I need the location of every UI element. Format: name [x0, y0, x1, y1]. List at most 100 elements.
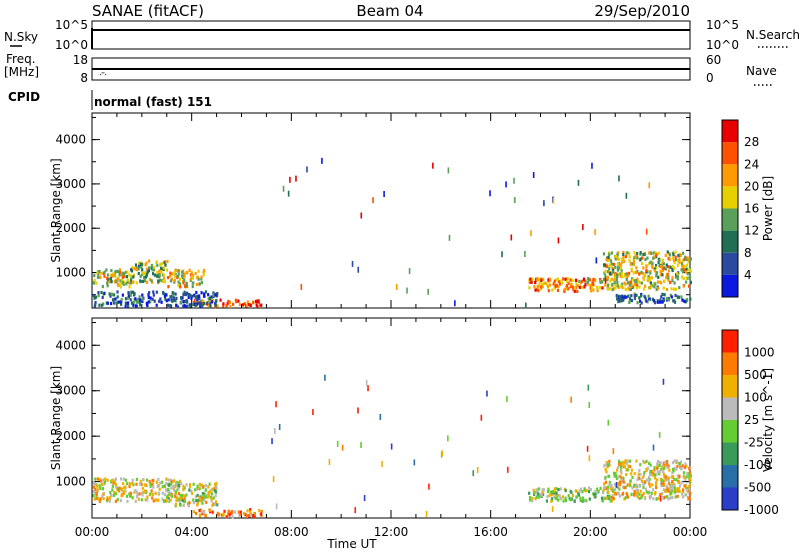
velocity-cell	[161, 485, 164, 489]
velocity-cell	[165, 477, 168, 481]
velocity-cell	[616, 485, 620, 489]
velocity-colorbar-tick: 25	[744, 413, 759, 427]
velocity-cell	[192, 500, 196, 505]
time-tick-label: 00:00	[673, 525, 708, 539]
power-cell	[640, 301, 643, 305]
power-cell	[166, 260, 169, 264]
velocity-cell	[618, 480, 622, 484]
power-cell	[655, 266, 658, 270]
velocity-cell	[177, 481, 180, 485]
velocity-cell	[555, 493, 558, 497]
power-cell	[653, 255, 656, 259]
power-cell	[636, 269, 639, 274]
power-cell	[135, 300, 138, 304]
power-cell	[662, 266, 665, 271]
velocity-cell	[157, 491, 161, 495]
power-cell	[606, 275, 610, 279]
power-cell	[657, 260, 660, 265]
power-cell	[629, 287, 633, 291]
velocity-cell	[666, 495, 669, 499]
power-cell	[139, 279, 142, 284]
power-cell	[619, 274, 622, 278]
power-cell	[673, 281, 676, 285]
velocity-cell	[119, 498, 123, 503]
velocity-cell	[164, 488, 168, 492]
velocity-cell	[608, 474, 611, 478]
power-cell	[134, 297, 137, 301]
velocity-cell	[675, 488, 678, 492]
power-cell	[616, 280, 619, 285]
velocity-cell	[680, 481, 683, 485]
power-cell	[165, 293, 168, 297]
power-cell	[645, 269, 648, 273]
power-cell	[147, 295, 150, 300]
power-cell	[567, 281, 570, 285]
velocity-colorbar-segment	[722, 465, 738, 488]
power-cell	[160, 270, 163, 274]
power-cell	[525, 302, 527, 309]
power-cell	[197, 294, 200, 299]
velocity-ytick-label: 3000	[55, 384, 86, 398]
velocity-cell	[137, 497, 140, 501]
velocity-cell	[545, 499, 549, 503]
power-cell	[137, 264, 141, 268]
velocity-cell	[679, 460, 683, 464]
velocity-cell	[100, 482, 103, 486]
velocity-cell	[662, 488, 665, 492]
power-cell	[100, 303, 104, 307]
velocity-cell	[668, 482, 671, 486]
power-cell	[612, 268, 615, 273]
velocity-cell	[165, 495, 169, 499]
power-cell	[681, 259, 684, 263]
power-cell	[676, 277, 679, 281]
velocity-cell	[585, 499, 588, 503]
power-cell	[123, 274, 126, 279]
velocity-cell	[685, 475, 688, 479]
nave-label: Nave	[746, 64, 777, 78]
power-cell	[172, 296, 176, 300]
power-cell	[666, 272, 669, 277]
power-cell	[664, 267, 667, 271]
nave-tick-top: 60	[706, 53, 721, 67]
velocity-cell	[654, 490, 657, 495]
power-cell	[539, 287, 543, 291]
power-cell	[360, 212, 363, 219]
power-cell	[513, 197, 516, 204]
power-cell	[110, 273, 114, 277]
power-cell	[608, 287, 611, 291]
velocity-cell	[645, 478, 648, 482]
power-cell	[171, 299, 174, 303]
power-cell	[219, 298, 222, 302]
power-cell	[657, 275, 660, 279]
power-cell	[620, 298, 623, 303]
velocity-cell	[202, 492, 205, 496]
power-cell	[447, 167, 450, 174]
freq-tick-bottom: 8	[80, 71, 88, 85]
velocity-cell	[124, 489, 127, 493]
power-cell	[257, 300, 260, 304]
power-cell	[151, 297, 154, 301]
velocity-cell	[92, 489, 95, 494]
power-cell	[109, 294, 112, 298]
velocity-cell	[640, 495, 643, 500]
freq-tick-top: 18	[73, 53, 88, 67]
velocity-cell	[101, 487, 105, 491]
power-cell	[539, 285, 543, 289]
power-cell	[655, 287, 658, 292]
velocity-cell	[604, 467, 607, 472]
power-cell	[647, 275, 650, 279]
velocity-cell	[639, 489, 642, 493]
velocity-cell	[237, 510, 240, 514]
power-cell	[653, 269, 657, 273]
power-cell	[633, 250, 636, 255]
velocity-cell	[96, 484, 99, 488]
power-cell	[686, 298, 689, 302]
velocity-cell	[204, 495, 207, 499]
velocity-cell	[624, 496, 627, 500]
power-cell	[562, 277, 565, 281]
velocity-cell	[648, 482, 651, 486]
power-cell	[618, 175, 620, 182]
velocity-cell	[208, 490, 212, 494]
velocity-cell	[597, 489, 600, 493]
power-cell	[572, 288, 575, 292]
